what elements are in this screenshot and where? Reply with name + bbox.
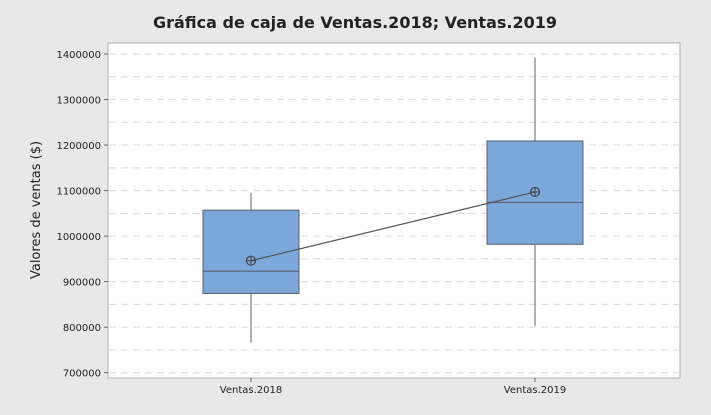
y-tick-label: 800000 [63,323,101,334]
y-axis: 700000 800000 900000 1000000 1100000 1200000 1… [56,50,108,380]
y-tick-label: 1400000 [56,50,101,61]
plot-area [107,42,681,379]
y-tick-label: 900000 [63,278,101,289]
y-tick-label: 1000000 [56,232,101,243]
y-tick-label: 700000 [63,369,101,380]
y-axis-label: Valores de ventas ($) [29,141,44,279]
x-axis: Ventas.2018 Ventas.2019 [220,378,566,396]
gridlines [109,53,679,374]
chart-title: Gráfica de caja de Ventas.2018; Ventas.2… [153,13,557,32]
y-tick-label: 1300000 [56,96,101,107]
box-iqr [202,209,300,294]
mean-connect-line [250,191,536,262]
x-tick-label: Ventas.2018 [220,385,282,396]
boxes [202,57,584,343]
y-tick-label: 1200000 [56,141,101,152]
x-tick-label: Ventas.2019 [504,385,566,396]
y-tick-label: 1100000 [56,187,101,198]
